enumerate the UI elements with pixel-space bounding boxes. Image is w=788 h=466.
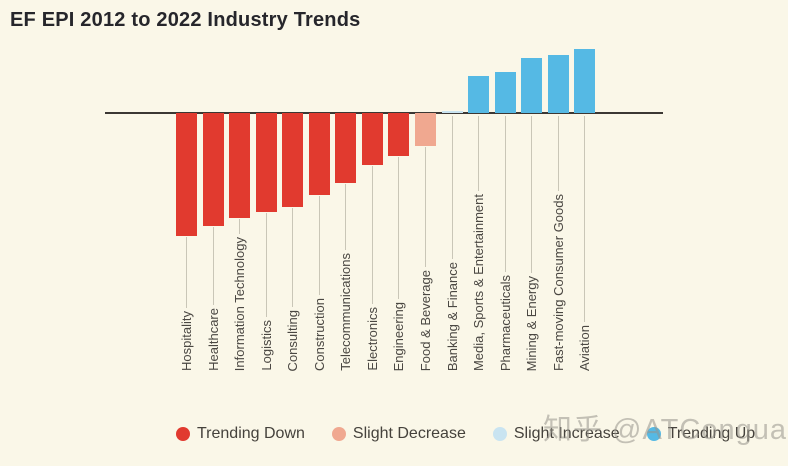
category-column-electronics: Electronics	[363, 166, 381, 371]
legend-label-slight-increase: Slight Increase	[513, 425, 620, 442]
bar-mining-energy	[521, 58, 543, 113]
bar-media-sports-entertainment	[468, 76, 490, 113]
legend-dot-trending-down-icon	[176, 427, 190, 441]
category-label-hospitality: Hospitality	[179, 311, 194, 371]
category-label-telecommunications: Telecommunications	[338, 253, 354, 371]
category-column-engineering: Engineering	[390, 157, 408, 371]
leader-line-telecommunications	[345, 184, 347, 251]
bar-engineering	[388, 113, 410, 156]
bar-fast-moving-consumer-goods	[547, 55, 569, 113]
leader-line-hospitality	[186, 237, 187, 309]
bar-aviation	[574, 49, 596, 113]
legend-item-trending-down: Trending Down	[176, 425, 305, 443]
category-label-mining-energy: Mining & Energy	[524, 275, 540, 371]
leader-line-logistics	[265, 213, 267, 318]
chart-legend: Trending Down Slight Decrease Slight Incre…	[176, 425, 755, 443]
bar-pharmaceuticals	[494, 72, 516, 113]
leader-line-consulting	[292, 208, 294, 307]
category-label-pharmaceuticals: Pharmaceuticals	[497, 274, 513, 371]
category-column-construction: Construction	[310, 196, 328, 371]
category-column-hospitality: Hospitality	[178, 237, 196, 371]
leader-line-engineering	[398, 157, 400, 299]
category-label-construction: Construction	[311, 298, 327, 371]
x-axis-line	[105, 112, 663, 114]
legend-label-trending-up: Trending Up	[667, 425, 756, 442]
category-label-logistics: Logistics	[258, 320, 274, 371]
leader-line-food-beverage	[424, 147, 426, 267]
bar-banking-finance	[441, 111, 463, 113]
legend-item-trending-up: Trending Up	[646, 425, 756, 443]
legend-dot-trending-up-icon	[646, 427, 661, 441]
category-label-media-sports-entertainment: Media, Sports & Entertainment	[471, 193, 487, 371]
bar-construction	[308, 113, 330, 195]
category-column-consulting: Consulting	[284, 208, 302, 371]
category-column-information-technology: Information Technology	[231, 219, 249, 371]
category-column-mining-energy: Mining & Energy	[523, 116, 541, 371]
category-column-media-sports-entertainment: Media, Sports & Entertainment	[470, 116, 488, 371]
category-column-healthcare: Healthcare	[204, 227, 222, 371]
category-label-electronics: Electronics	[364, 307, 380, 371]
bar-telecommunications	[335, 113, 357, 183]
chart-area: Hospitality Healthcare Information Technol…	[105, 49, 663, 371]
leader-line-healthcare	[212, 227, 214, 306]
bar-logistics	[255, 113, 277, 212]
bar-consulting	[282, 113, 304, 207]
category-label-aviation: Aviation	[577, 324, 593, 371]
leader-line-aviation	[584, 116, 586, 322]
category-column-aviation: Aviation	[576, 116, 594, 371]
bar-hospitality	[176, 113, 197, 236]
leader-line-fast-moving-consumer-goods	[557, 116, 559, 191]
category-column-fast-moving-consumer-goods: Fast-moving Consumer Goods	[549, 116, 567, 371]
category-column-logistics: Logistics	[257, 213, 275, 371]
category-label-fast-moving-consumer-goods: Fast-moving Consumer Goods	[550, 193, 566, 371]
category-label-food-beverage: Food & Beverage	[417, 269, 433, 371]
leader-line-pharmaceuticals	[504, 116, 506, 272]
legend-label-trending-down: Trending Down	[197, 425, 305, 442]
leader-line-mining-energy	[531, 116, 533, 273]
leader-line-banking-finance	[451, 116, 453, 259]
category-label-healthcare: Healthcare	[205, 308, 221, 371]
category-column-pharmaceuticals: Pharmaceuticals	[496, 116, 514, 371]
category-label-information-technology: Information Technology	[232, 236, 248, 371]
bar-information-technology	[229, 113, 251, 218]
leader-line-construction	[318, 196, 320, 296]
chart-title: EF EPI 2012 to 2022 Industry Trends	[10, 9, 361, 31]
legend-dot-slight-decrease-icon	[331, 427, 346, 441]
legend-label-slight-decrease: Slight Decrease	[352, 425, 466, 442]
leader-line-electronics	[371, 166, 373, 305]
legend-item-slight-decrease: Slight Decrease	[331, 425, 466, 443]
leader-line-information-technology	[239, 219, 241, 234]
category-label-engineering: Engineering	[391, 301, 407, 371]
legend-item-slight-increase: Slight Increase	[492, 425, 620, 443]
category-column-telecommunications: Telecommunications	[337, 184, 355, 371]
category-column-banking-finance: Banking & Finance	[443, 116, 461, 371]
leader-line-media-sports-entertainment	[478, 116, 480, 191]
category-label-consulting: Consulting	[285, 309, 301, 371]
category-label-banking-finance: Banking & Finance	[444, 261, 460, 371]
bar-food-beverage	[414, 113, 436, 146]
legend-dot-slight-increase-icon	[492, 427, 507, 441]
bar-electronics	[361, 113, 383, 165]
bar-healthcare	[202, 113, 224, 226]
category-column-food-beverage: Food & Beverage	[416, 147, 434, 371]
